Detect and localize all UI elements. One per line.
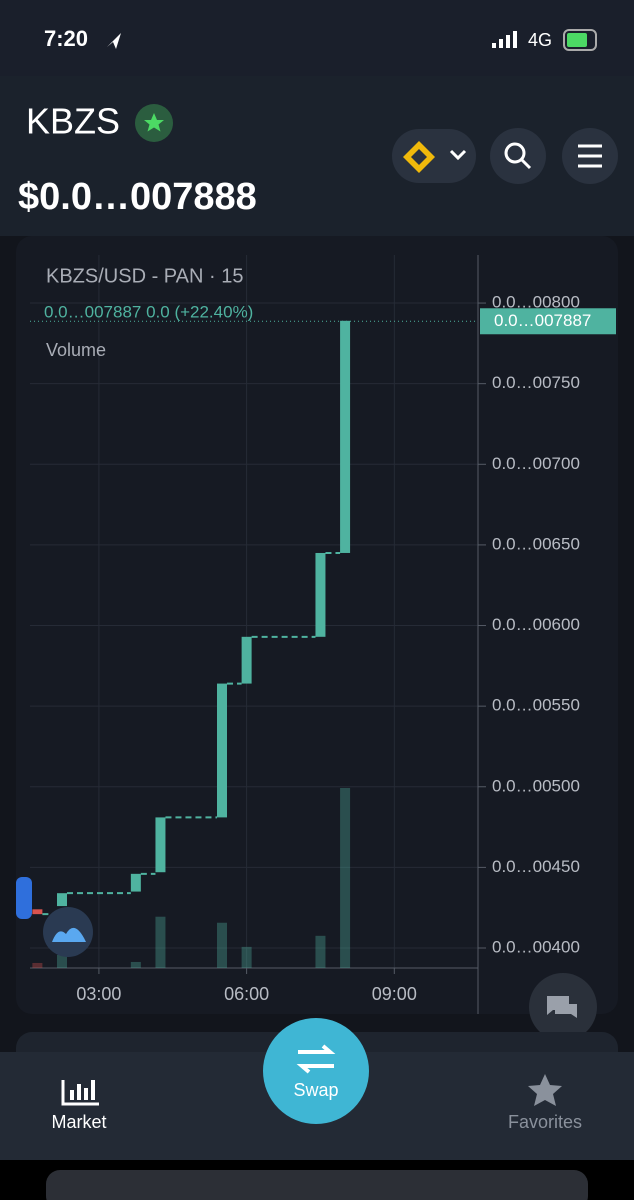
y-tick-label: 0.0…00600 — [492, 615, 580, 634]
candle — [241, 636, 252, 684]
favorite-star — [144, 113, 164, 132]
status-network: 4G — [528, 30, 552, 50]
favorites-icon[interactable] — [528, 1074, 562, 1106]
y-tick-label: 0.0…00700 — [492, 454, 580, 473]
status-time: 7:20 — [44, 26, 88, 51]
y-tick-label: 0.0…00450 — [492, 857, 580, 876]
side-toggle[interactable] — [16, 877, 32, 919]
cloud-icon — [52, 927, 86, 942]
nav-label: Favorites — [508, 1112, 582, 1132]
x-tick-label: 06:00 — [224, 984, 269, 1004]
candle — [57, 893, 67, 907]
volume-bar — [315, 935, 326, 968]
swap-button[interactable] — [263, 1018, 369, 1124]
location-icon — [107, 33, 121, 49]
chart-legend: 0.0…007887 0.0 (+22.40%) — [44, 302, 253, 321]
market-icon — [61, 1080, 99, 1106]
volume-label: Volume — [46, 340, 106, 360]
x-tick-label: 09:00 — [372, 984, 417, 1004]
token-symbol: KBZS — [26, 101, 120, 142]
battery-level — [567, 33, 587, 47]
market-tab[interactable]: Market — [51, 1080, 107, 1132]
address-bar — [46, 1170, 588, 1200]
search-icon — [504, 142, 526, 164]
candle — [340, 320, 351, 553]
bnb-icon-inner — [411, 149, 427, 165]
market-icon-bars — [70, 1080, 95, 1100]
volume-bar — [155, 916, 166, 968]
y-tick-label: 0.0…00500 — [492, 776, 580, 795]
nav-label: Swap — [293, 1080, 338, 1100]
candle — [155, 817, 166, 873]
last-price-tag — [480, 308, 616, 335]
volume-bar — [340, 788, 351, 968]
y-tick-label: 0.0…00550 — [492, 696, 580, 715]
battery-icon — [563, 29, 597, 51]
chart-title: KBZS/USD - PAN · 15 — [46, 265, 243, 287]
volume-bar — [241, 946, 252, 968]
last-price-label: 0.0…007887 — [494, 311, 591, 330]
volume-bar — [217, 922, 227, 968]
chevron-down — [449, 149, 467, 161]
status-bar-bg — [0, 0, 634, 76]
signal-icon — [492, 31, 517, 48]
chat-icon — [547, 996, 577, 1018]
search-button[interactable] — [490, 128, 546, 184]
swap-icon — [296, 1044, 336, 1074]
y-tick-label: 0.0…00650 — [492, 534, 580, 553]
candle — [315, 552, 326, 637]
x-tick-label: 03:00 — [76, 984, 121, 1004]
menu-icon — [578, 144, 602, 168]
token-price: $0.0…007888 — [18, 176, 257, 218]
volume-bar — [57, 954, 67, 968]
y-tick-label: 0.0…00400 — [492, 937, 580, 956]
y-tick-label: 0.0…00800 — [492, 293, 580, 312]
y-tick-label: 0.0…00750 — [492, 373, 580, 392]
plot: 0.0…00800 0.0…00750 0.0…00700 0.0…00650 0.0…… — [30, 255, 616, 1014]
search-handle — [520, 158, 532, 170]
volume-bar — [130, 961, 141, 968]
candle — [32, 909, 43, 915]
candle — [217, 683, 227, 818]
volume-bar — [32, 962, 43, 968]
candle — [130, 873, 141, 892]
nav-label: Market — [51, 1112, 106, 1132]
